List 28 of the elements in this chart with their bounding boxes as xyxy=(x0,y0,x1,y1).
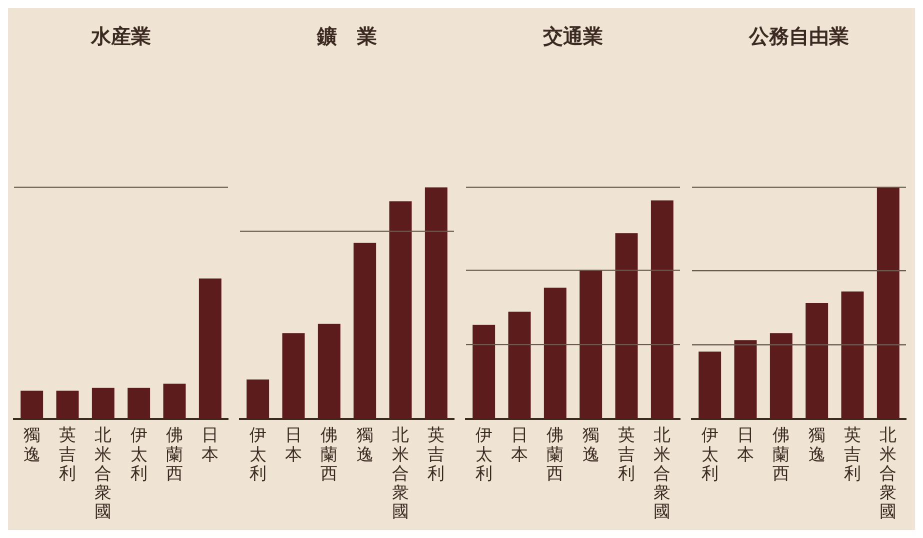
x-tick-label: 獨逸 xyxy=(808,426,826,465)
x-tick-label: 日本 xyxy=(737,426,754,465)
chart-title: 公務自由業 xyxy=(748,24,849,48)
x-tick-label: 獨逸 xyxy=(582,426,600,465)
x-tick-label: 英吉利 xyxy=(428,426,445,484)
chart-title: 水産業 xyxy=(90,24,151,48)
x-tick-label: 伊太利 xyxy=(130,426,148,484)
x-tick-label: 佛蘭西 xyxy=(546,426,564,484)
x-tick-label: 北米合衆國 xyxy=(880,426,897,522)
x-tick-label: 英吉利 xyxy=(618,426,635,484)
x-tick-label: 佛蘭西 xyxy=(772,426,790,484)
chart-title: 交通業 xyxy=(542,24,603,48)
x-tick-label: 北米合衆國 xyxy=(392,426,409,522)
x-tick-label: 佛蘭西 xyxy=(166,426,183,484)
x-tick-label: 日本 xyxy=(511,426,528,465)
x-tick-label: 獨逸 xyxy=(356,426,374,465)
x-tick-label: 伊太利 xyxy=(475,426,492,484)
x-tick-label: 伊太利 xyxy=(249,426,266,484)
x-tick-label: 英吉利 xyxy=(59,426,76,484)
chart-title: 鑛 業 xyxy=(316,24,377,48)
x-tick-label: 獨逸 xyxy=(23,426,40,465)
x-tick-label: 英吉利 xyxy=(844,426,861,484)
x-tick-label: 佛蘭西 xyxy=(320,426,338,484)
x-tick-label: 北米合衆國 xyxy=(654,426,671,522)
x-tick-label: 日本 xyxy=(202,426,219,465)
x-tick-label: 日本 xyxy=(285,426,302,465)
x-tick-label: 北米合衆國 xyxy=(94,426,112,522)
x-tick-label: 伊太利 xyxy=(701,426,718,484)
